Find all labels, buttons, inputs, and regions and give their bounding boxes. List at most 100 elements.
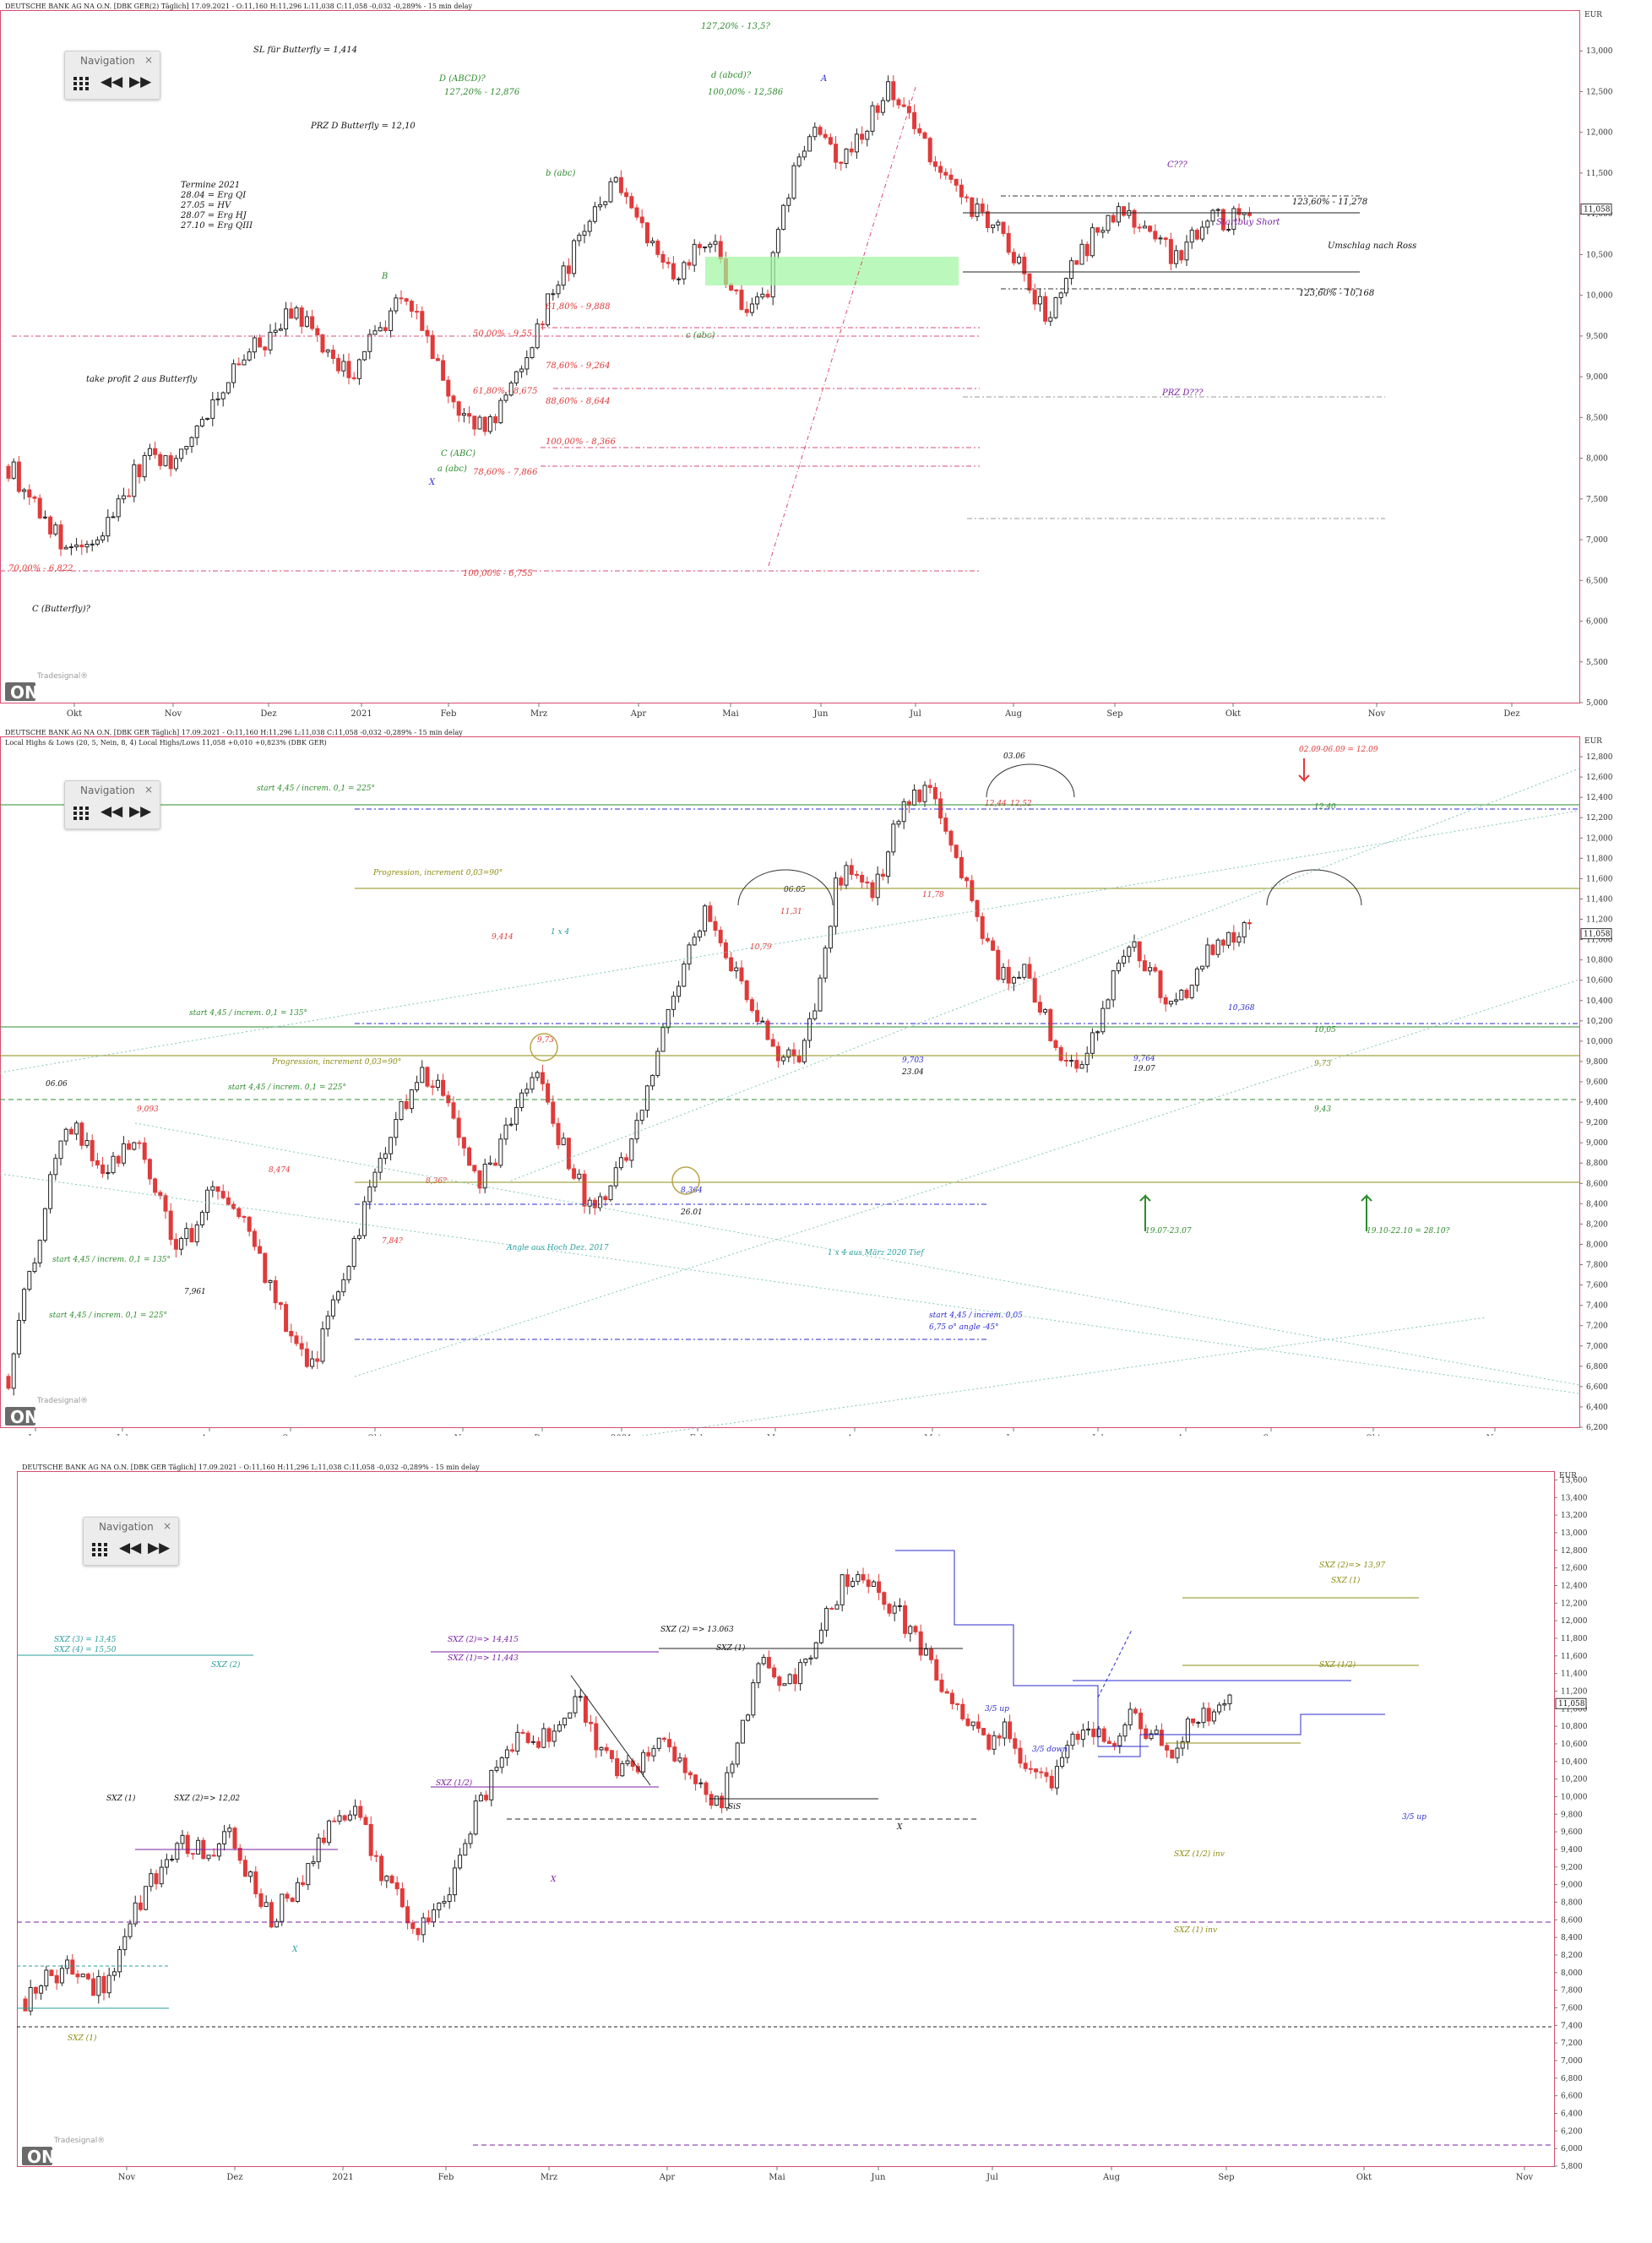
chart-annotation: 19.10-22.10 = 28.10? <box>1367 1227 1450 1236</box>
grid-icon[interactable] <box>73 807 89 820</box>
candle-body <box>404 1100 409 1110</box>
y-tick-label: 9,000 <box>1561 1882 1583 1890</box>
candle-body <box>844 865 849 886</box>
grid-icon[interactable] <box>92 1543 107 1556</box>
candle-body <box>68 1128 73 1135</box>
candle-body <box>90 543 95 546</box>
scroll-forward-icon[interactable]: ▶▶ <box>129 803 152 820</box>
chart-annotation: 03.06 <box>1003 752 1025 761</box>
grid-icon[interactable] <box>73 77 89 90</box>
candle-body <box>330 1299 335 1317</box>
chart-annotation: SXZ (3) = 13,45 <box>54 1635 117 1644</box>
candle-body <box>734 289 739 291</box>
candle-body <box>451 1102 456 1119</box>
candle-body <box>127 1143 132 1150</box>
chart-annotation: 9,73 <box>1314 1060 1331 1068</box>
candle-body <box>252 1230 257 1247</box>
candle-body <box>975 204 980 217</box>
scroll-back-icon[interactable]: ◀◀ <box>119 1540 142 1556</box>
candle-body <box>725 1772 730 1809</box>
candle-body <box>128 1923 133 1937</box>
candle-body <box>718 241 723 260</box>
scroll-back-icon[interactable]: ◀◀ <box>101 803 123 820</box>
close-icon[interactable]: × <box>162 1520 171 1532</box>
x-tick-label: 2021 <box>332 2173 353 2182</box>
candle-body <box>1210 944 1215 955</box>
candle-body <box>79 544 84 548</box>
candle-body <box>980 204 985 213</box>
candle-body <box>519 368 524 372</box>
candle-body <box>289 1331 294 1337</box>
candle-body <box>295 1882 300 1903</box>
last-price-box <box>1580 928 1612 940</box>
candle-body <box>284 1304 289 1333</box>
y-tick-label: 8,400 <box>1561 1934 1583 1942</box>
navigation-widget[interactable]: Navigation × ◀◀ ▶▶ <box>83 1517 179 1566</box>
candle-body <box>416 1928 421 1936</box>
candle-body <box>315 328 320 336</box>
candle-body <box>1159 1730 1164 1746</box>
x-tick-label: Aug <box>200 1434 219 1436</box>
candle-body <box>320 1328 325 1362</box>
candle-body <box>133 1902 138 1925</box>
close-icon[interactable]: × <box>144 54 153 66</box>
y-tick-label: 9,600 <box>1561 1828 1583 1837</box>
candle-body <box>310 1358 315 1367</box>
chart-annotation: 27.10 = Erg QIII <box>180 221 253 231</box>
candle-body <box>1206 1708 1211 1722</box>
chart-panel-2: DEUTSCHE BANK AG NA O.N. [DBK GER Täglic… <box>0 726 1652 1436</box>
candle-body <box>723 942 728 959</box>
x-tick-label: Jul <box>116 1434 128 1436</box>
chart-annotation: take profit 2 aus Butterfly <box>86 375 198 384</box>
navigation-widget[interactable]: Navigation × ◀◀ ▶▶ <box>64 780 160 829</box>
x-tick-label: Feb <box>438 2173 454 2182</box>
candle-body <box>624 192 629 198</box>
gann-angle-line <box>354 979 1580 1377</box>
close-icon[interactable]: × <box>144 784 153 796</box>
cycle-arc <box>737 869 834 906</box>
candle-body <box>634 1120 639 1140</box>
candle-body <box>765 1020 770 1040</box>
y-tick-label: 8,400 <box>1586 1200 1608 1208</box>
navigation-title: Navigation <box>99 1521 154 1533</box>
x-tick-label: Jun <box>813 709 829 718</box>
candle-body <box>1137 941 1142 962</box>
x-tick-label: Mai <box>722 709 738 718</box>
chart-title: DEUTSCHE BANK AG NA O.N. [DBK GER Täglic… <box>22 1464 480 1471</box>
chart-annotation: X <box>428 478 436 487</box>
candle-body <box>943 817 948 832</box>
candle-body <box>901 801 906 823</box>
scroll-forward-icon[interactable]: ▶▶ <box>129 73 152 90</box>
candle-body <box>367 1186 372 1203</box>
candle-body <box>180 1834 185 1844</box>
candle-body <box>173 458 178 470</box>
candle-body <box>525 1732 530 1743</box>
y-tick-label: 11,000 <box>1586 937 1613 945</box>
candle-body <box>1090 1032 1095 1054</box>
y-axis-unit: EUR <box>1584 11 1602 19</box>
candle-body <box>1128 1708 1133 1726</box>
candle-body <box>91 1978 96 1996</box>
candle-body <box>687 262 692 266</box>
candle-body <box>556 285 561 295</box>
candle-body <box>379 1855 384 1882</box>
chart-annotation: start 4,45 / increm. 0,05 <box>929 1312 1023 1320</box>
scroll-back-icon[interactable]: ◀◀ <box>101 73 123 90</box>
candle-body <box>215 1186 220 1192</box>
plot-frame <box>0 10 1580 703</box>
candle-body <box>912 790 917 806</box>
candle-body <box>880 100 885 113</box>
navigation-widget[interactable]: Navigation × ◀◀ ▶▶ <box>64 51 160 100</box>
candle-body <box>1236 208 1242 215</box>
chart-annotation: 26.01 <box>680 1208 703 1217</box>
candle-body <box>1205 220 1210 228</box>
y-tick-label: 7,400 <box>1586 1302 1608 1311</box>
candle-body <box>23 1998 28 2012</box>
candle-body <box>755 296 760 305</box>
candle-body <box>540 323 545 326</box>
candle-body <box>922 785 927 802</box>
candle-body <box>891 81 896 100</box>
candle-body <box>641 1751 646 1773</box>
scroll-forward-icon[interactable]: ▶▶ <box>148 1540 171 1556</box>
candle-body <box>1122 955 1127 964</box>
